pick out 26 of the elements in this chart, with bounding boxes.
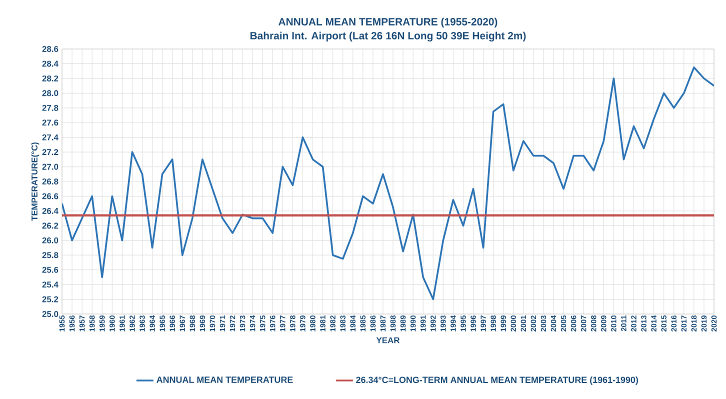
legend-label: 26.34°C=LONG-TERM ANNUAL MEAN TEMPERATURE (1961-1990) xyxy=(356,376,638,385)
y-tick-label: 25.2 xyxy=(42,296,58,302)
x-axis-title: YEAR xyxy=(376,337,400,344)
y-tick-label: 28.2 xyxy=(42,75,58,82)
y-tick-label: 28.4 xyxy=(42,60,58,67)
y-tick-label: 25.0 xyxy=(42,311,58,317)
line-series xyxy=(62,66,714,300)
y-tick-label: 26.0 xyxy=(42,237,58,244)
y-tick-label: 25.4 xyxy=(42,282,58,288)
y-tick-label: 26.2 xyxy=(42,222,58,229)
y-tick-label: 27.4 xyxy=(42,134,58,140)
y-tick-label: 27.6 xyxy=(42,120,58,126)
y-tick-label: 26.8 xyxy=(42,178,58,184)
y-tick-label: 27.8 xyxy=(42,104,58,111)
y-tick-label: 25.6 xyxy=(42,266,58,273)
legend-label: ANNUAL MEAN TEMPERATURE xyxy=(156,376,293,383)
y-tick-label: 27.2 xyxy=(42,149,58,156)
y-tick-label: 28.0 xyxy=(42,90,58,96)
y-tick-label: 25.8 xyxy=(42,252,58,258)
chart-title: ANNUAL MEAN TEMPERATURE (1955-2020) xyxy=(278,18,498,28)
y-tick-label: 28.6 xyxy=(42,46,58,52)
y-tick-label: 27.0 xyxy=(42,164,58,170)
y-tick-label: 26.6 xyxy=(42,193,58,200)
y-axis-title: TEMPERATURE(°C) xyxy=(31,142,40,221)
chart-subtitle: Bahrain Int. Airport (Lat 26 16N Long 50 39E Height 2m) xyxy=(250,32,526,42)
y-tick-label: 26.4 xyxy=(42,208,58,214)
